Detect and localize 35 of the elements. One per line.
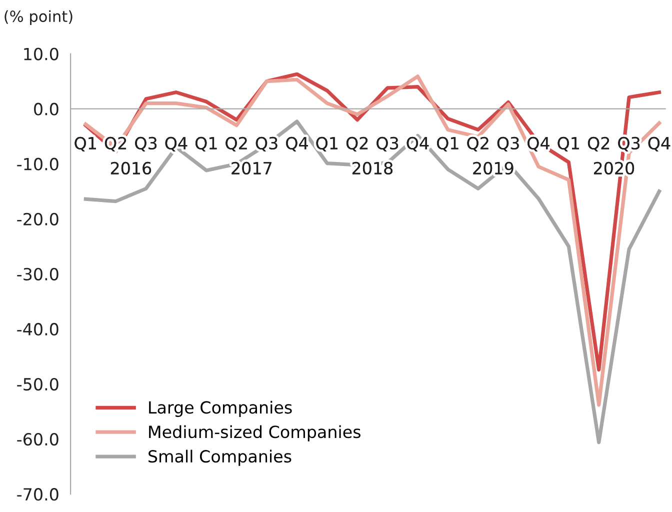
y-tick-label: 10.0 (24, 48, 58, 60)
annotation: 2016 (110, 162, 152, 174)
x-tick-label: Q1 (436, 136, 458, 152)
x-tick-label: Q2 (104, 136, 126, 152)
x-tick-label: Q1 (558, 136, 579, 152)
y-tick-label: -40.0 (17, 322, 58, 336)
x-tick-label: Q3 (376, 136, 398, 152)
legend-label: Large Companies (149, 400, 292, 417)
x-tick-label: Q1 (74, 136, 96, 152)
y-tick-label: -10.0 (17, 158, 58, 170)
x-tick-label: Q4 (648, 136, 670, 152)
x-tick-label: Q4 (286, 136, 308, 152)
y-tick-label: -70.0 (17, 488, 58, 501)
x-tick-label: Q4 (165, 136, 188, 152)
y-tick-label: 0.0 (34, 102, 58, 116)
x-tick-label: Q2 (467, 136, 488, 152)
x-tick-label: Q2 (588, 136, 610, 152)
x-tick-label: Q3 (135, 136, 157, 152)
y-tick-label: -50.0 (17, 378, 58, 391)
annotation: 2018 (352, 162, 393, 174)
x-tick-label: Q1 (195, 136, 217, 152)
x-tick-label: Q3 (256, 136, 278, 152)
y-tick-label: -60.0 (17, 433, 58, 446)
annotation: 2017 (232, 162, 272, 174)
annotation: 2019 (473, 162, 514, 174)
x-tick-label: Q2 (226, 136, 247, 152)
y-axis-title: (% point) (4, 10, 72, 26)
x-tick-label: Q3 (497, 136, 519, 152)
legend-label: Small Companies (148, 450, 292, 466)
x-tick-label: Q1 (316, 136, 338, 152)
y-tick-label: -20.0 (17, 212, 58, 226)
y-tick-label: -30.0 (17, 268, 58, 280)
x-tick-label: Q4 (406, 136, 429, 152)
x-tick-label: Q2 (346, 136, 368, 152)
legend-label: Medium-sized Companies (149, 425, 360, 442)
